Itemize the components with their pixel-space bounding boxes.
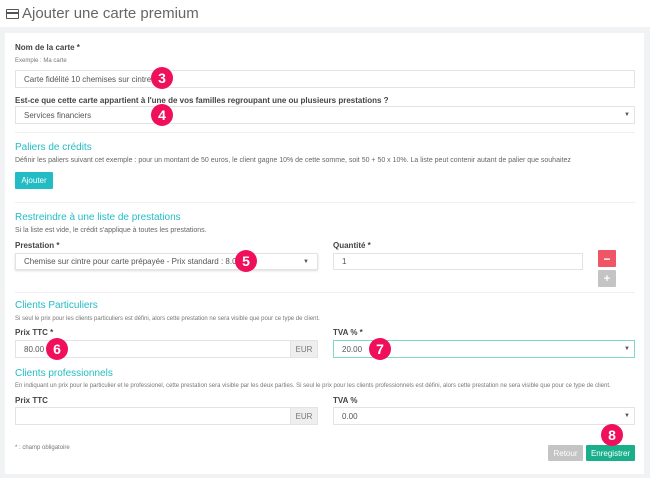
service-label: Prestation * xyxy=(15,241,60,250)
caret-down-icon: ▼ xyxy=(624,413,630,419)
remove-service-button[interactable]: − xyxy=(598,250,616,267)
family-value: Services financiers xyxy=(24,110,92,120)
professional-vat-value: 0.00 xyxy=(342,411,358,421)
individual-price-value: 80.00 xyxy=(24,344,45,354)
family-select[interactable]: Services financiers ▼ xyxy=(15,106,635,124)
back-button[interactable]: Retour xyxy=(548,445,583,461)
page-title: Ajouter une carte premium xyxy=(22,5,199,22)
professional-price-input[interactable] xyxy=(15,407,318,425)
family-label: Est-ce que cette carte appartient à l'un… xyxy=(15,96,389,105)
step-badge: 5 xyxy=(235,250,257,272)
required-note: * : champ obligatoire xyxy=(15,445,70,451)
individual-heading: Clients Particuliers xyxy=(15,300,98,311)
card-name-value: Carte fidélité 10 chemises sur cintre xyxy=(24,74,152,84)
tiers-description: Définir les paliers suivant cet exemple … xyxy=(15,157,571,164)
credit-card-icon xyxy=(6,9,19,19)
divider xyxy=(15,292,635,293)
professional-vat-label: TVA % xyxy=(333,396,358,405)
divider xyxy=(15,132,635,133)
quantity-value: 1 xyxy=(342,257,347,266)
card-name-hint: Exemple : Ma carte xyxy=(15,58,67,64)
step-badge: 4 xyxy=(151,104,173,126)
add-tier-button[interactable]: Ajouter xyxy=(15,172,53,189)
individual-vat-label: TVA % * xyxy=(333,328,363,337)
caret-down-icon: ▼ xyxy=(303,258,309,265)
step-badge: 6 xyxy=(46,338,68,360)
restrict-description: Si la liste est vide, le crédit s'appliq… xyxy=(15,227,207,234)
individual-vat-select[interactable]: 20.00 ▼ xyxy=(333,340,635,358)
step-badge: 3 xyxy=(151,67,173,89)
divider xyxy=(15,202,635,203)
service-value: Chemise sur cintre pour carte prépayée -… xyxy=(24,257,241,266)
currency-addon: EUR xyxy=(290,341,317,357)
individual-vat-value: 20.00 xyxy=(342,344,363,354)
save-button[interactable]: Enregistrer xyxy=(586,445,635,461)
page-header: Ajouter une carte premium xyxy=(0,0,650,27)
card-name-input[interactable]: Carte fidélité 10 chemises sur cintre xyxy=(15,70,635,88)
caret-down-icon: ▼ xyxy=(624,346,630,352)
professional-price-label: Prix TTC xyxy=(15,396,48,405)
caret-down-icon: ▼ xyxy=(624,112,630,118)
quantity-input[interactable]: 1 xyxy=(333,253,583,270)
add-service-button[interactable]: + xyxy=(598,270,616,287)
restrict-heading: Restreindre à une liste de prestations xyxy=(15,212,181,223)
step-badge: 8 xyxy=(601,424,623,446)
service-select[interactable]: Chemise sur cintre pour carte prépayée -… xyxy=(15,253,318,270)
professional-vat-select[interactable]: 0.00 ▼ xyxy=(333,407,635,425)
individual-description: Si seul le prix pour les clients particu… xyxy=(15,316,320,322)
step-badge: 7 xyxy=(369,338,391,360)
currency-addon: EUR xyxy=(290,408,317,424)
individual-price-input[interactable]: 80.00 xyxy=(15,340,318,358)
tiers-heading: Paliers de crédits xyxy=(15,142,92,153)
card-name-label: Nom de la carte * xyxy=(15,43,80,52)
quantity-label: Quantité * xyxy=(333,241,371,250)
professional-description: En indiquant un prix pour le particulier… xyxy=(15,383,611,389)
professional-heading: Clients professionnels xyxy=(15,368,113,379)
individual-price-label: Prix TTC * xyxy=(15,328,54,337)
